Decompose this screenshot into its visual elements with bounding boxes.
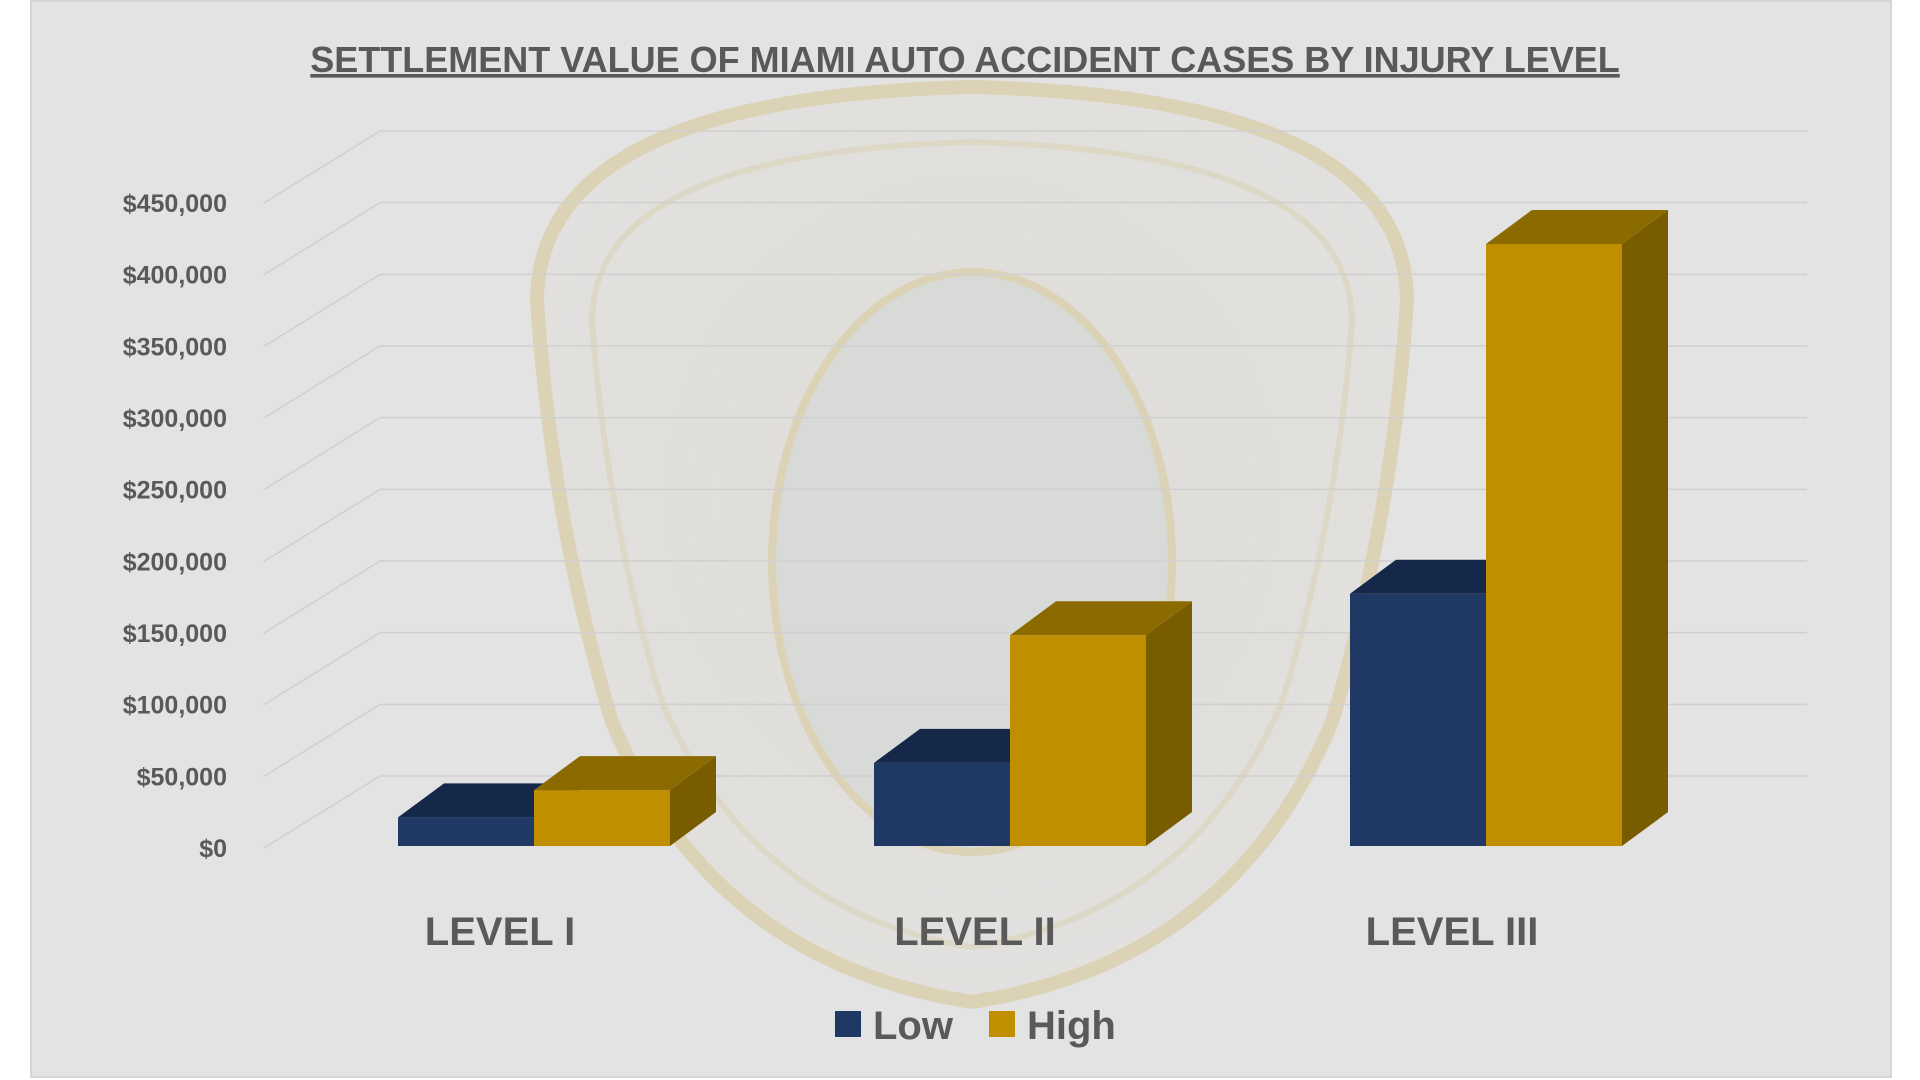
category-label: LEVEL III [1366,910,1539,954]
legend-label-high: High [1027,1004,1116,1048]
y-tick-label: $150,000 [123,620,227,648]
y-tick-label: $250,000 [123,477,227,505]
chart-frame: SETTLEMENT VALUE OF MIAMI AUTO ACCIDENT … [30,0,1892,1078]
gridline-depth [263,632,381,706]
bar-side [670,756,716,846]
y-tick-label: $400,000 [123,262,227,290]
bar-front [874,762,1010,846]
gridline-depth [263,130,381,204]
police-badge-watermark [529,79,1415,1010]
legend: Low High [835,1004,1116,1048]
legend-label-low: Low [873,1004,954,1048]
y-tick-label: $100,000 [123,692,227,720]
bar-side [1622,210,1668,846]
bar-front [1486,244,1622,846]
bar-high-3 [1486,210,1668,846]
legend-swatch-high [989,1011,1015,1037]
gridline-depth [263,273,381,347]
bar-top [1486,210,1668,244]
gridline-depth [263,775,381,849]
bar-top [1010,601,1192,636]
category-label: LEVEL I [425,910,575,954]
y-tick-label: $0 [199,835,227,863]
category-label: LEVEL II [894,910,1056,954]
y-tick-label: $50,000 [137,763,227,791]
bar-front [1010,635,1146,846]
bar-top [534,756,716,791]
bar-chart: SETTLEMENT VALUE OF MIAMI AUTO ACCIDENT … [123,39,1807,1048]
gridline-depth [263,488,381,562]
legend-swatch-low [835,1011,861,1037]
bars [398,210,1668,846]
gridline-depth [263,703,381,777]
bar-side [1146,601,1192,846]
gridline-depth [263,345,381,419]
x-axis-categories: LEVEL I LEVEL II LEVEL III [425,910,1539,954]
y-tick-label: $200,000 [123,548,227,576]
y-tick-label: $350,000 [123,333,227,361]
bar-front [1350,593,1486,846]
bar-front [398,817,534,846]
y-tick-label: $450,000 [123,190,227,218]
y-axis-ticks: $0 $50,000 $100,000 $150,000 $200,000 $250,00… [123,190,227,863]
chart-title: SETTLEMENT VALUE OF MIAMI AUTO ACCIDENT … [310,39,1619,80]
gridline-depth [263,202,381,276]
bar-high-1 [534,756,716,846]
bar-front [534,790,670,846]
gridline-depth [263,417,381,491]
y-tick-label: $300,000 [123,405,227,433]
bar-high-2 [1010,601,1192,846]
gridline-depth [263,560,381,634]
